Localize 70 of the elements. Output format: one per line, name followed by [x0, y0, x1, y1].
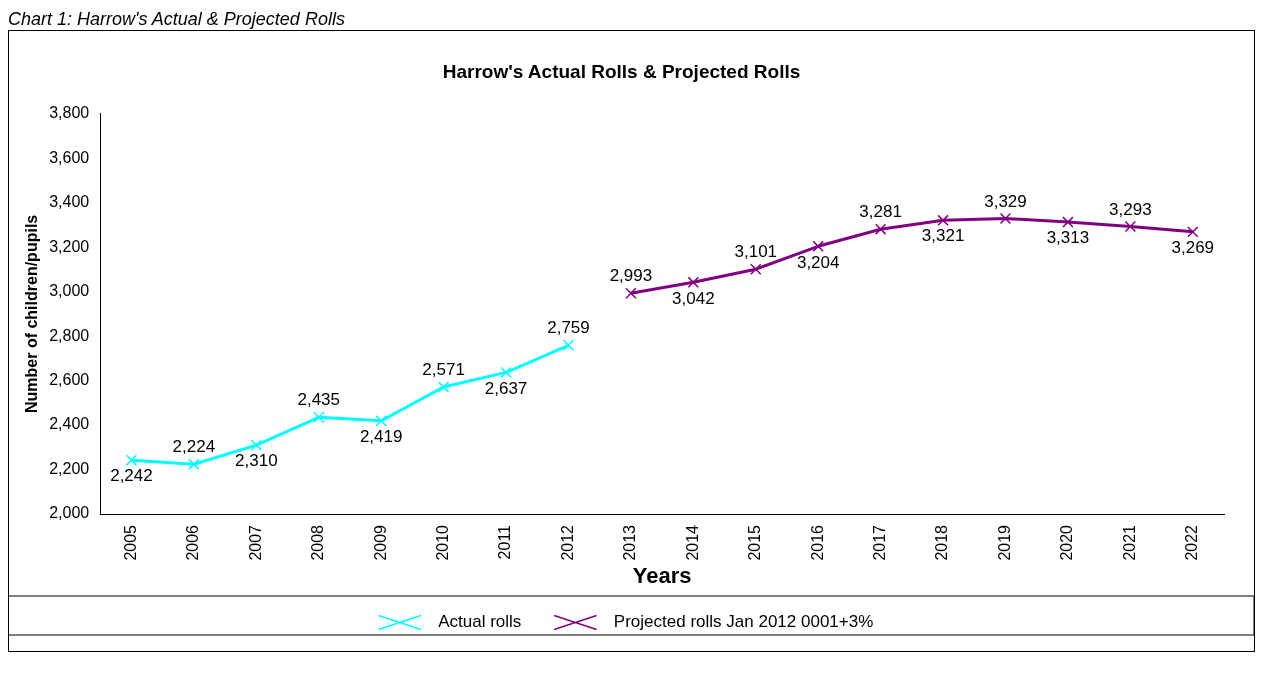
point — [188, 458, 200, 470]
point — [313, 411, 325, 423]
data-label: 3,042 — [672, 288, 715, 308]
point — [812, 240, 824, 253]
data-label: 2,435 — [297, 390, 341, 410]
y-tick-label: 3,200 — [49, 237, 90, 255]
x-tick-label: 2017 — [871, 524, 889, 561]
y-axis-title: Number of children/pupils — [23, 214, 41, 414]
y-tick-label: 2,400 — [49, 415, 90, 433]
data-label: 2,637 — [484, 378, 528, 398]
x-tick-label: 2011 — [496, 524, 514, 560]
x-tick-label: 2018 — [933, 524, 951, 561]
point — [687, 276, 700, 289]
point — [937, 214, 949, 226]
x-tick-label: 2019 — [995, 524, 1013, 561]
point — [999, 212, 1012, 225]
y-tick-label: 3,400 — [49, 193, 90, 211]
y-tick-label: 2,600 — [49, 371, 90, 389]
data-label: 2,242 — [110, 466, 153, 486]
data-label: 3,329 — [984, 191, 1027, 211]
x-tick-label: 2013 — [621, 524, 639, 561]
data-label: 3,101 — [734, 242, 778, 262]
data-label: 2,571 — [422, 360, 465, 380]
data-label: 3,313 — [1046, 228, 1090, 248]
y-tick-label: 3,800 — [49, 104, 90, 122]
y-tick-label: 2,200 — [49, 459, 90, 477]
point — [500, 366, 512, 379]
x-tick-label: 2022 — [1183, 524, 1201, 561]
point — [625, 287, 637, 299]
point — [874, 223, 887, 235]
x-tick-label: 2016 — [808, 524, 826, 561]
data-label: 3,293 — [1109, 199, 1152, 219]
x-tick-label: 2008 — [309, 524, 327, 561]
data-label: 2,759 — [547, 318, 590, 338]
x-tick-label: 2015 — [746, 524, 764, 561]
y-tick-label: 3,000 — [49, 282, 90, 300]
x-tick-label: 2007 — [246, 524, 264, 561]
x-tick-label: 2012 — [558, 524, 576, 561]
point — [1124, 220, 1137, 233]
point — [1187, 226, 1199, 238]
data-label: 2,310 — [235, 451, 278, 471]
data-label: 2,224 — [172, 437, 216, 457]
data-label: 3,204 — [796, 252, 840, 272]
legend-label: Actual rolls — [438, 612, 522, 632]
chart-title: Harrow's Actual Rolls & Projected Rolls — [442, 60, 801, 82]
x-tick-label: 2010 — [434, 524, 452, 561]
point — [250, 439, 263, 451]
x-tick-label: 2021 — [1120, 524, 1138, 561]
data-label: 3,321 — [921, 226, 965, 246]
point — [437, 381, 450, 393]
data-label: 2,993 — [609, 266, 653, 286]
y-tick-label: 2,800 — [49, 326, 90, 344]
y-tick-label: 3,600 — [49, 148, 90, 166]
point — [375, 415, 387, 427]
legend-label: Projected rolls Jan 2012 0001+3% — [613, 612, 874, 632]
caption: Chart 1: Harrow's Actual & Projected Rolls — [8, 8, 346, 30]
x-tick-label: 2005 — [121, 524, 139, 561]
x-axis-title: Years — [632, 562, 692, 588]
data-label: 2,419 — [359, 427, 403, 447]
x-tick-label: 2009 — [371, 524, 389, 561]
point — [750, 263, 762, 275]
data-label: 3,269 — [1171, 238, 1215, 258]
data-label: 3,281 — [859, 202, 902, 222]
x-tick-label: 2020 — [1058, 524, 1076, 561]
point — [1062, 216, 1074, 228]
point — [125, 454, 138, 466]
x-tick-label: 2006 — [184, 524, 202, 561]
x-tick-label: 2014 — [683, 524, 701, 561]
y-tick-label: 2,000 — [49, 504, 90, 522]
point — [562, 339, 575, 351]
